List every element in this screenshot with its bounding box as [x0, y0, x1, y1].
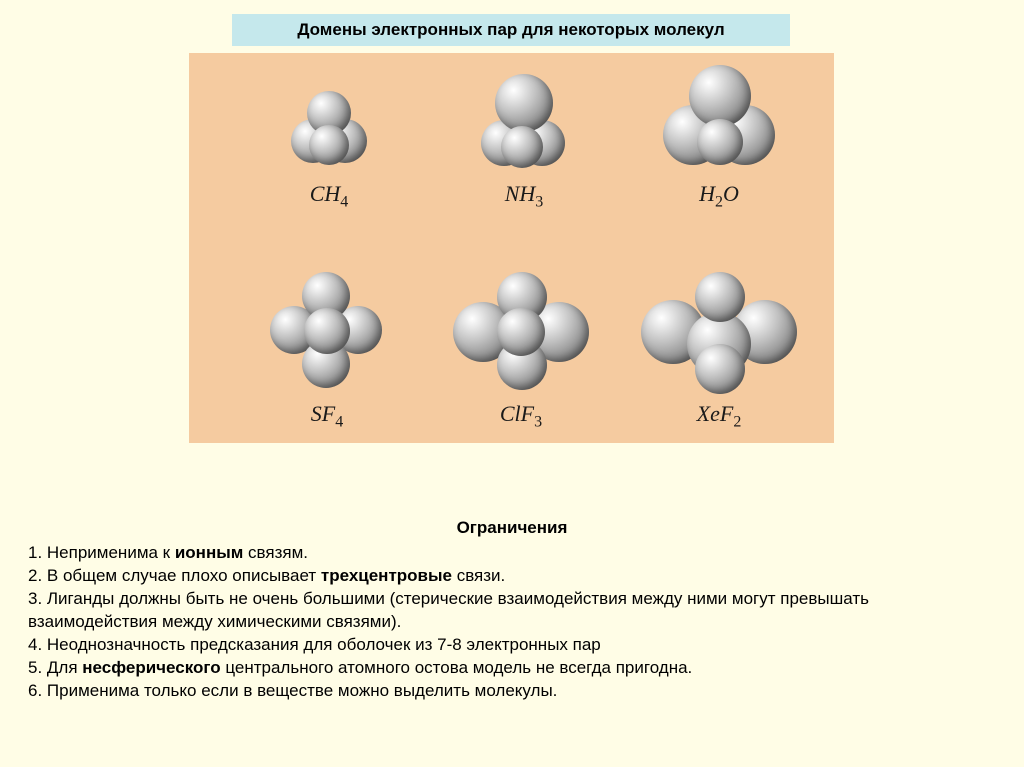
limitation-item: 4. Неоднозначность предсказания для обол…	[28, 634, 996, 657]
molecule-model	[639, 268, 799, 393]
molecule-label: SF4	[247, 401, 407, 431]
molecule-h2o: H2O	[644, 63, 794, 211]
molecule-model	[449, 268, 594, 393]
limitations-section: Ограничения 1. Неприменима к ионным связ…	[28, 517, 996, 703]
limitation-item: 1. Неприменима к ионным связям.	[28, 542, 996, 565]
limitations-list: 1. Неприменима к ионным связям.2. В обще…	[28, 542, 996, 703]
molecule-model	[279, 73, 379, 173]
page-title: Домены электронных пар для некоторых мол…	[232, 14, 790, 46]
molecule-nh3: NH3	[454, 68, 594, 211]
molecule-model	[262, 268, 392, 393]
molecule-sf4: SF4	[247, 268, 407, 431]
molecule-label: H2O	[644, 181, 794, 211]
molecule-label: XeF2	[634, 401, 804, 431]
molecule-xef2: XeF2	[634, 268, 804, 431]
molecule-clf3: ClF3	[441, 268, 601, 431]
limitation-item: 2. В общем случае плохо описывает трехце…	[28, 565, 996, 588]
molecule-label: ClF3	[441, 401, 601, 431]
limitations-heading: Ограничения	[28, 517, 996, 540]
molecule-ch4: CH4	[259, 73, 399, 211]
limitation-item: 5. Для несферического центрального атомн…	[28, 657, 996, 680]
limitation-item: 6. Применима только если в веществе можн…	[28, 680, 996, 703]
molecule-label: NH3	[454, 181, 594, 211]
molecule-model	[469, 68, 579, 173]
limitation-item: 3. Лиганды должны быть не очень большими…	[28, 588, 996, 634]
molecule-label: CH4	[259, 181, 399, 211]
molecule-model	[659, 63, 779, 173]
molecule-diagram-panel: CH4 NH3 H2O SF4	[189, 53, 834, 443]
